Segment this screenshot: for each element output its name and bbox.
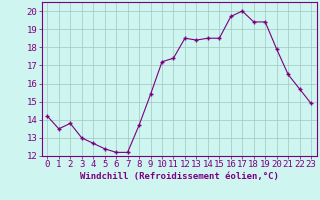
X-axis label: Windchill (Refroidissement éolien,°C): Windchill (Refroidissement éolien,°C) [80,172,279,181]
